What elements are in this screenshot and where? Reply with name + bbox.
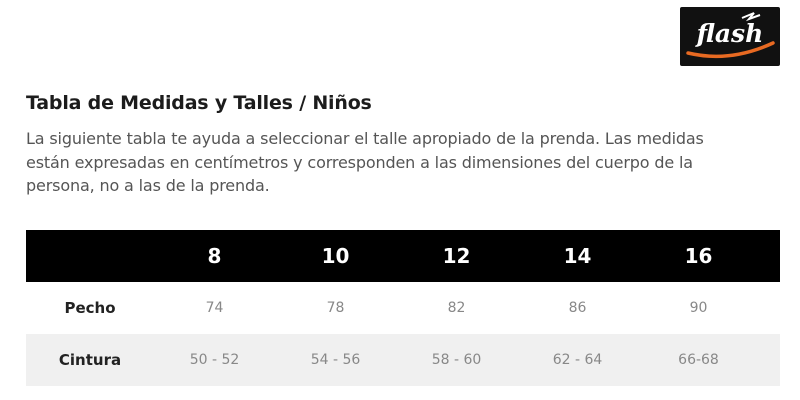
brand-logo-graphic: flash — [686, 12, 775, 59]
table-cell: 58 - 60 — [431, 352, 482, 368]
table-cell: 50 - 52 — [189, 352, 240, 368]
row-label: Cintura — [58, 351, 122, 369]
brand-logo-text: flash — [695, 19, 764, 48]
table-cell: 74 — [205, 300, 224, 316]
size-header-cell: 14 — [563, 244, 592, 268]
table-cell: 66-68 — [678, 352, 719, 368]
table-cell: 82 — [447, 300, 466, 316]
table-row-pecho: Pecho 74 78 82 86 90 — [26, 282, 780, 334]
logo-spark-icon — [741, 12, 761, 22]
table-cell: 54 - 56 — [310, 352, 361, 368]
size-header-cell: 10 — [321, 244, 350, 268]
brand-logo: flash — [680, 7, 780, 66]
size-table-header: 8 10 12 14 16 — [26, 230, 780, 282]
size-table-description: La siguiente tabla te ayuda a selecciona… — [26, 127, 786, 198]
size-header-cell: 12 — [442, 244, 471, 268]
page-title: Tabla de Medidas y Talles / Niños — [26, 92, 372, 114]
table-cell: 86 — [568, 300, 587, 316]
table-cell: 90 — [689, 300, 708, 316]
description-line-1: La siguiente tabla te ayuda a selecciona… — [26, 129, 704, 148]
table-row-cintura: Cintura 50 - 52 54 - 56 58 - 60 62 - 64 … — [26, 334, 780, 386]
size-header-cell: 16 — [684, 244, 713, 268]
description-line-3: persona, no a las de la prenda. — [26, 176, 270, 195]
size-header-cell: 8 — [207, 244, 222, 268]
size-table: 8 10 12 14 16 Pecho 74 78 82 86 90 Cintu… — [26, 230, 780, 386]
table-cell: 62 - 64 — [552, 352, 603, 368]
table-cell: 78 — [326, 300, 345, 316]
description-line-2: están expresadas en centímetros y corres… — [26, 152, 693, 172]
logo-swoosh-icon — [686, 41, 775, 59]
row-label: Pecho — [64, 299, 116, 317]
